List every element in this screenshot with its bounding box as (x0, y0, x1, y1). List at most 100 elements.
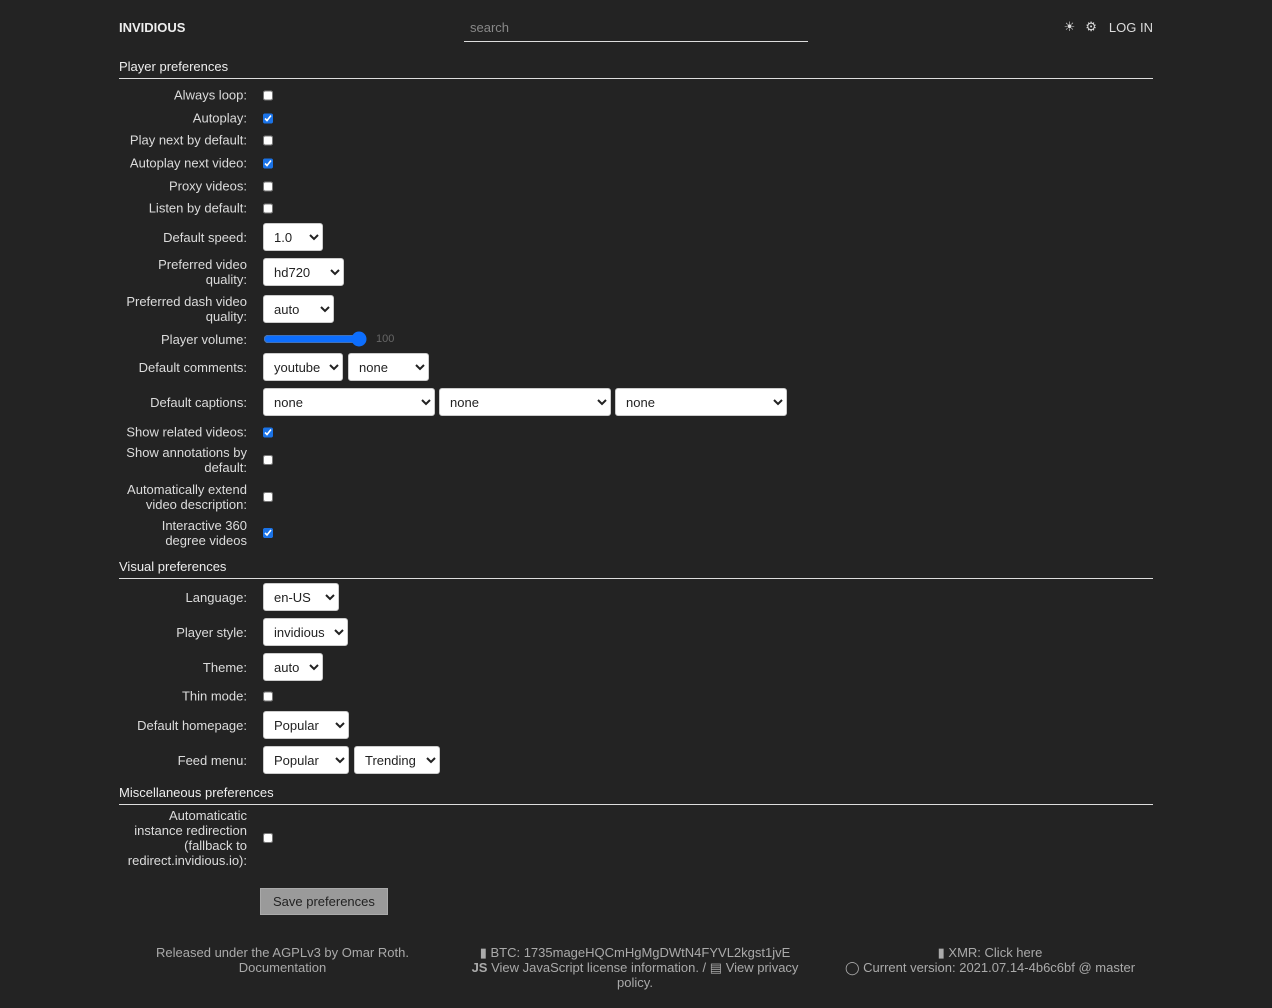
comments-secondary-select[interactable]: none (348, 353, 429, 381)
label: Thin mode: (181, 688, 247, 704)
label: Interactive 360 degree videos (161, 518, 247, 548)
label: Autoplay: (192, 110, 247, 126)
redirect-checkbox[interactable] (263, 833, 273, 843)
js-icon: JS (471, 960, 492, 975)
proxy-checkbox[interactable] (263, 181, 273, 191)
label: Feed menu: (177, 752, 247, 768)
label: Show annotations by default: (126, 445, 247, 475)
label: Proxy videos: (168, 178, 247, 194)
login-link[interactable]: LOG IN (1108, 19, 1153, 35)
footer-left: Released under the AGPLv3 by Omar Roth. … (150, 945, 415, 975)
theme-select[interactable]: auto (263, 653, 323, 681)
extend-desc-checkbox[interactable] (263, 492, 273, 502)
autoplay-next-checkbox[interactable] (263, 158, 273, 168)
label: Language: (185, 589, 247, 605)
label: Show related videos: (126, 424, 247, 440)
row-theme: Theme: auto (119, 653, 323, 681)
section-misc: Miscellaneous preferences (119, 785, 1153, 805)
row-play-next: Play next by default: (119, 133, 273, 148)
always-loop-checkbox[interactable] (263, 90, 273, 100)
row-comments: Default comments: youtube none (119, 353, 429, 381)
row-quality: Preferred video quality: hd720 (119, 257, 344, 287)
row-volume: Player volume: 100 (119, 331, 394, 347)
autoplay-checkbox[interactable] (263, 113, 273, 123)
label: Play next by default: (129, 132, 247, 148)
row-extend-desc: Automatically extend video description: (119, 482, 273, 512)
label: Default comments: (138, 359, 247, 375)
label: Theme: (202, 659, 247, 675)
row-autoplay-next: Autoplay next video: (119, 156, 273, 171)
speed-select[interactable]: 1.0 (263, 223, 323, 251)
label: Preferred dash video quality: (126, 294, 247, 324)
label: Default homepage: (137, 717, 247, 733)
row-homepage: Default homepage: Popular (119, 711, 349, 739)
label: Listen by default: (148, 200, 247, 216)
version-link[interactable]: Current version: 2021.07.14-4b6c6bf @ ma… (863, 960, 1136, 975)
btc-address: BTC: 1735mageHQCmHgMgDWtN4FYVL2kgst1jvE (490, 945, 791, 960)
row-related: Show related videos: (119, 425, 273, 440)
js-license-link[interactable]: View JavaScript license information. (491, 960, 699, 975)
row-proxy: Proxy videos: (119, 179, 273, 194)
feed-menu-select-2[interactable]: Trending (354, 746, 440, 774)
row-speed: Default speed: 1.0 (119, 223, 323, 251)
footer-right: ▮ XMR: Click here ◯ Current version: 202… (840, 945, 1140, 975)
section-visual: Visual preferences (119, 559, 1153, 579)
quality-select[interactable]: hd720 (263, 258, 344, 286)
row-feed-menu: Feed menu: Popular Trending (119, 746, 440, 774)
feed-menu-select-1[interactable]: Popular (263, 746, 349, 774)
captions-select-2[interactable]: none (439, 388, 611, 416)
row-listen: Listen by default: (119, 201, 273, 216)
label: Autoplay next video: (129, 155, 247, 171)
license-text: Released under the AGPLv3 by Omar Roth. (156, 945, 409, 960)
row-captions: Default captions: none none none (119, 388, 787, 416)
row-dash-quality: Preferred dash video quality: auto (119, 294, 334, 324)
captions-select-1[interactable]: none (263, 388, 435, 416)
volume-value: 100 (376, 333, 395, 345)
theme-toggle-icon[interactable]: ☀ (1063, 19, 1076, 34)
player-style-select[interactable]: invidious (263, 618, 348, 646)
comments-primary-select[interactable]: youtube (263, 353, 343, 381)
privacy-link[interactable]: View privacy policy. (617, 960, 799, 990)
top-actions: ☀ ⚙ LOG IN (1064, 19, 1153, 35)
label: Default speed: (163, 229, 247, 245)
wallet-icon: ▮ (937, 945, 949, 960)
related-checkbox[interactable] (263, 427, 273, 437)
label: Automatically extend video description: (127, 482, 247, 512)
play-next-checkbox[interactable] (263, 135, 273, 145)
label: Automaticatic instance redirection (fall… (127, 808, 247, 868)
label: Default captions: (150, 394, 247, 410)
annotations-checkbox[interactable] (263, 455, 273, 465)
language-select[interactable]: en-US (263, 583, 339, 611)
listen-checkbox[interactable] (263, 203, 273, 213)
section-player: Player preferences (119, 59, 1153, 79)
vr-checkbox[interactable] (263, 528, 273, 538)
document-icon: ▤ (709, 960, 726, 975)
documentation-link[interactable]: Documentation (238, 960, 327, 975)
volume-slider[interactable] (263, 331, 367, 347)
row-autoplay: Autoplay: (119, 111, 273, 126)
row-always-loop: Always loop: (119, 88, 273, 103)
row-thin: Thin mode: (119, 689, 273, 704)
homepage-select[interactable]: Popular (263, 711, 349, 739)
label: Player volume: (161, 331, 247, 347)
dash-quality-select[interactable]: auto (263, 295, 334, 323)
row-redirect: Automaticatic instance redirection (fall… (119, 808, 273, 868)
search-input[interactable] (464, 14, 808, 42)
settings-icon[interactable]: ⚙ (1085, 19, 1097, 34)
footer-center: ▮ BTC: 1735mageHQCmHgMgDWtN4FYVL2kgst1jv… (470, 945, 800, 990)
github-icon: ◯ (844, 960, 864, 975)
row-annotations: Show annotations by default: (119, 445, 273, 475)
label: Always loop: (174, 87, 247, 103)
thin-checkbox[interactable] (263, 691, 273, 701)
wallet-icon: ▮ (479, 945, 491, 960)
brand-logo[interactable]: INVIDIOUS (119, 20, 186, 35)
row-360: Interactive 360 degree videos (119, 518, 273, 548)
separator: / (698, 960, 710, 975)
captions-select-3[interactable]: none (615, 388, 787, 416)
row-player-style: Player style: invidious (119, 618, 348, 646)
row-language: Language: en-US (119, 583, 339, 611)
save-preferences-button[interactable]: Save preferences (260, 888, 388, 915)
xmr-link[interactable]: XMR: Click here (948, 945, 1043, 960)
label: Preferred video quality: (158, 257, 247, 287)
label: Player style: (176, 624, 247, 640)
